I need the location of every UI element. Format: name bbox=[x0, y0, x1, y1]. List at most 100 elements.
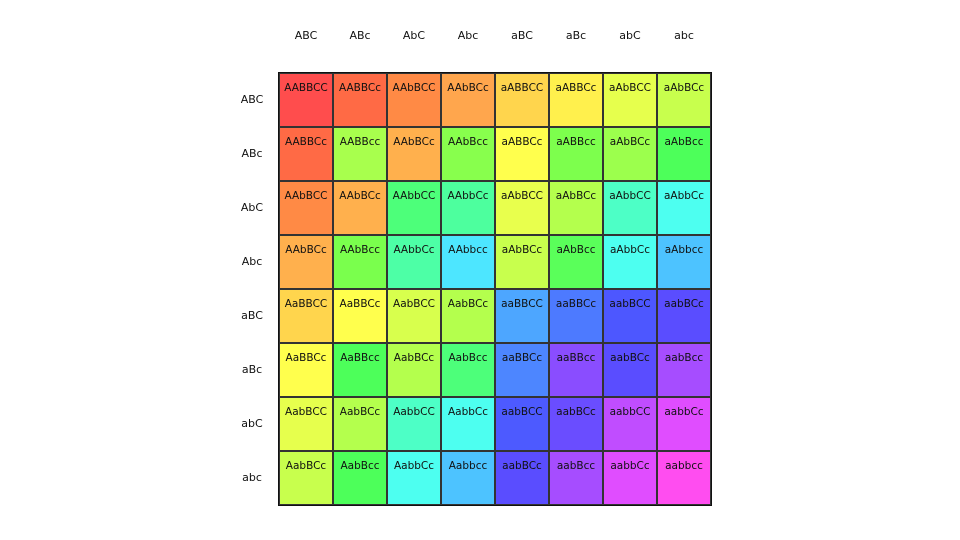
genotype-label: AabBCC bbox=[285, 406, 327, 418]
genotype-label: aAbbCC bbox=[609, 190, 651, 202]
genotype-label: AaBBCc bbox=[339, 298, 381, 310]
genotype-label: aAbBCC bbox=[501, 190, 543, 202]
genotype-label: AabBcc bbox=[448, 352, 488, 364]
column-header: abC bbox=[619, 29, 641, 42]
grid-cell: aAbBCc bbox=[549, 181, 603, 235]
genotype-label: AAbbCC bbox=[392, 190, 436, 202]
genotype-label: aABBcc bbox=[556, 136, 596, 148]
grid-cell: AabbCC bbox=[387, 397, 441, 451]
genotype-label: aAbBCc bbox=[663, 82, 705, 94]
genotype-label: AabBCc bbox=[285, 460, 327, 472]
column-header: aBC bbox=[511, 29, 533, 42]
genotype-label: AabBCC bbox=[393, 298, 435, 310]
genotype-label: AABBcc bbox=[339, 136, 381, 148]
genotype-label: aabBCc bbox=[664, 298, 704, 310]
genotype-label: aAbBCc bbox=[555, 190, 597, 202]
genotype-label: AabBCc bbox=[447, 298, 489, 310]
genotype-label: AAbBCc bbox=[339, 190, 381, 202]
genotype-label: Aabbcc bbox=[448, 460, 488, 472]
genotype-label: AAbBCc bbox=[393, 136, 435, 148]
genotype-label: AAbBcc bbox=[447, 136, 489, 148]
grid-cell: aAbBcc bbox=[549, 235, 603, 289]
grid-cell: AaBBcc bbox=[333, 343, 387, 397]
grid-cell: aAbbCc bbox=[603, 235, 657, 289]
grid-cell: aAbBCC bbox=[495, 181, 549, 235]
genotype-label: aabBcc bbox=[664, 352, 704, 364]
grid-cell: aAbbcc bbox=[657, 235, 711, 289]
column-header: AbC bbox=[402, 29, 426, 42]
grid-cell: aAbbCC bbox=[603, 181, 657, 235]
grid-cell: AAbBCc bbox=[441, 73, 495, 127]
grid-cell: aabbCc bbox=[657, 397, 711, 451]
genotype-label: AaBBCc bbox=[285, 352, 327, 364]
grid-cell: aABBCC bbox=[495, 73, 549, 127]
genotype-label: aaBBCC bbox=[501, 298, 543, 310]
grid-cell: AabBCC bbox=[387, 289, 441, 343]
grid-cell: AabBCc bbox=[279, 451, 333, 505]
genotype-label: aabbCC bbox=[609, 406, 651, 418]
grid-cell: aabBCc bbox=[657, 289, 711, 343]
genotype-label: aabBCC bbox=[609, 298, 651, 310]
genotype-label: aabBCc bbox=[556, 406, 596, 418]
grid-cell: aAbBCc bbox=[495, 235, 549, 289]
column-header: aBc bbox=[565, 29, 587, 42]
genotype-label: aabbcc bbox=[665, 460, 703, 472]
grid-cell: AABBcc bbox=[333, 127, 387, 181]
genotype-label: AAbBCC bbox=[392, 82, 436, 94]
genotype-label: AAbbcc bbox=[448, 244, 488, 256]
row-header: aBc bbox=[241, 363, 263, 376]
grid-cell: AabbCc bbox=[387, 451, 441, 505]
grid-cell: aAbBcc bbox=[657, 127, 711, 181]
genotype-label: aAbbCc bbox=[663, 190, 705, 202]
grid-cell: AAbbCC bbox=[387, 181, 441, 235]
grid-cell: aabBCC bbox=[495, 397, 549, 451]
grid-cell: aabBCc bbox=[495, 451, 549, 505]
genotype-label: AabBCc bbox=[339, 406, 381, 418]
row-header: AbC bbox=[240, 201, 264, 214]
grid-cell: aabBCC bbox=[603, 289, 657, 343]
genotype-label: aabbCc bbox=[664, 406, 704, 418]
grid-cell: aabBcc bbox=[657, 343, 711, 397]
genotype-label: AABBCC bbox=[284, 82, 328, 94]
genotype-label: aAbBcc bbox=[556, 244, 596, 256]
grid-cell: aaBBCc bbox=[495, 343, 549, 397]
grid-cell: AAbBCc bbox=[279, 235, 333, 289]
grid-cell: aAbBCC bbox=[603, 73, 657, 127]
grid-cell: AAbBCc bbox=[333, 181, 387, 235]
row-header: abc bbox=[242, 471, 262, 484]
row-header: abC bbox=[241, 417, 263, 430]
grid-cell: aabBCc bbox=[603, 343, 657, 397]
row-header: ABC bbox=[240, 93, 264, 106]
grid-cell: AabbCc bbox=[441, 397, 495, 451]
genotype-label: AabBcc bbox=[340, 460, 380, 472]
grid-cell: aABBCc bbox=[495, 127, 549, 181]
grid-cell: AabBCC bbox=[279, 397, 333, 451]
row-header: aBC bbox=[241, 309, 263, 322]
grid-cell: aabbcc bbox=[657, 451, 711, 505]
genotype-label: aAbBcc bbox=[664, 136, 704, 148]
column-header: abc bbox=[674, 29, 694, 42]
grid-cell: aAbbCc bbox=[657, 181, 711, 235]
grid-cell: aaBBcc bbox=[549, 343, 603, 397]
genotype-label: aABBCc bbox=[555, 82, 597, 94]
genotype-label: AAbbCc bbox=[447, 190, 489, 202]
grid-cell: AABBCc bbox=[279, 127, 333, 181]
column-header: Abc bbox=[457, 29, 479, 42]
genotype-label: aAbbcc bbox=[664, 244, 704, 256]
genotype-label: AabbCC bbox=[393, 406, 435, 418]
grid-cell: AAbbcc bbox=[441, 235, 495, 289]
grid-cell: AAbbCc bbox=[387, 235, 441, 289]
genotype-label: aabBCc bbox=[610, 352, 650, 364]
genotype-label: aAbbCc bbox=[609, 244, 651, 256]
genotype-label: aabBCc bbox=[502, 460, 542, 472]
grid-cell: AaBBCc bbox=[279, 343, 333, 397]
grid-cell: AabBCc bbox=[333, 397, 387, 451]
grid-cell: AabBcc bbox=[333, 451, 387, 505]
genotype-label: aAbBCc bbox=[609, 136, 651, 148]
genotype-label: AabbCc bbox=[447, 406, 489, 418]
genotype-label: AAbbCc bbox=[393, 244, 435, 256]
grid-cell: aAbBCc bbox=[603, 127, 657, 181]
grid-cell: AAbbCc bbox=[441, 181, 495, 235]
grid-cell: Aabbcc bbox=[441, 451, 495, 505]
